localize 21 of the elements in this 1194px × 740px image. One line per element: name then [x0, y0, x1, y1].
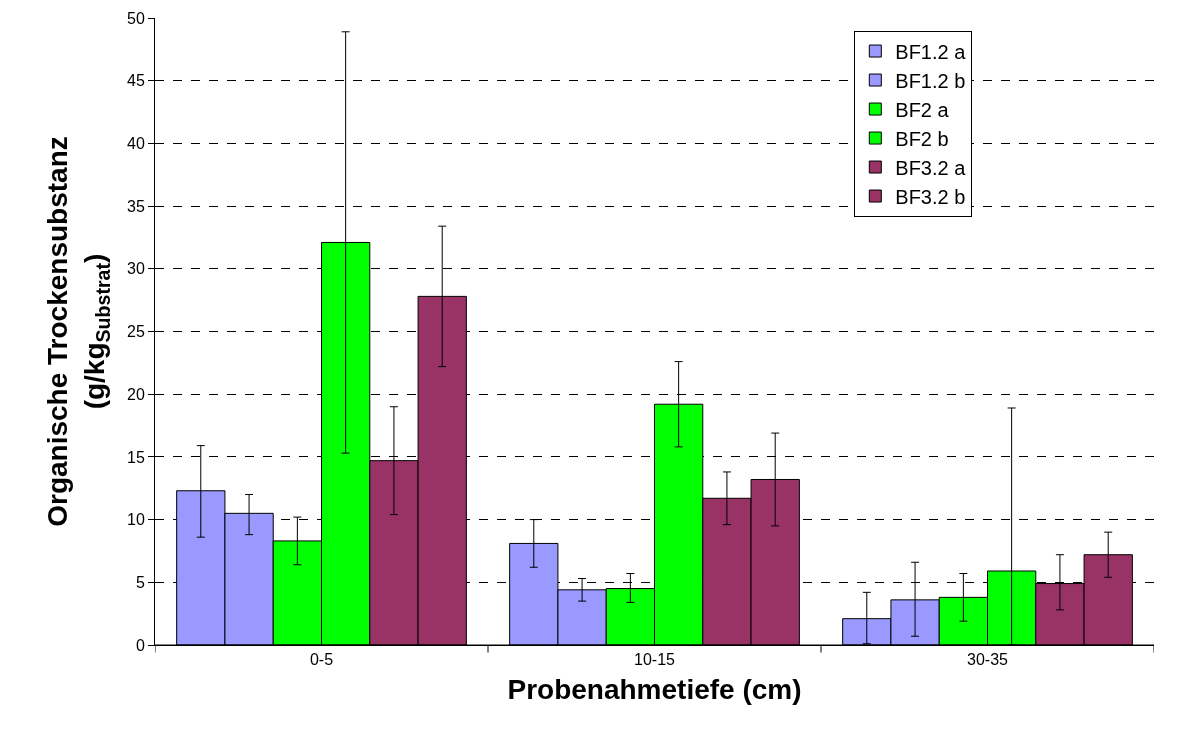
y-tick-label: 25 [127, 323, 145, 341]
x-tick-label: 30-35 [967, 651, 1009, 669]
legend-label: BF1.2 a [895, 40, 967, 63]
y-tick-label: 30 [127, 260, 145, 278]
y-tick-label: 45 [127, 72, 145, 90]
x-tick-label: 10-15 [634, 651, 676, 669]
y-tick-label: 40 [127, 135, 145, 152]
x-axis-title: Probenahmetiefe (cm) [507, 674, 802, 706]
legend-label: BF2 a [895, 98, 950, 121]
y-tick-label: 20 [127, 385, 145, 403]
y-tick-label: 10 [127, 511, 145, 529]
y-tick-label: 5 [135, 573, 145, 591]
y-tick-label: 35 [127, 197, 145, 215]
y-tick-label: 15 [127, 448, 145, 466]
legend-label: BF3.2 a [895, 156, 967, 179]
legend-label: BF1.2 b [895, 69, 966, 92]
y-tick-label: 0 [135, 636, 145, 654]
legend-label: BF2 b [895, 127, 949, 150]
y-tick-label: 50 [127, 9, 145, 27]
legend-label: BF3.2 b [895, 185, 966, 208]
x-tick-label: 0-5 [309, 651, 334, 669]
